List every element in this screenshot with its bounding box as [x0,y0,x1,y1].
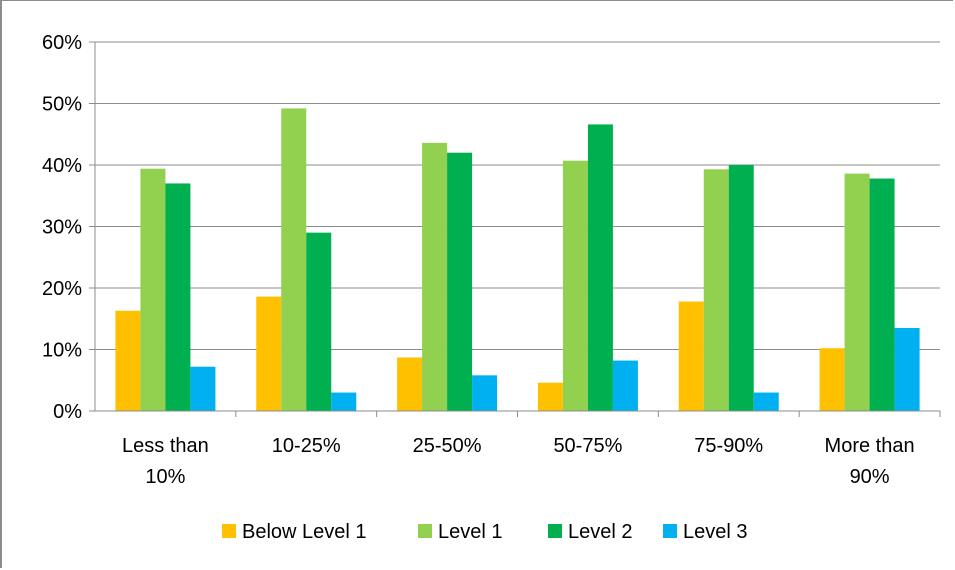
bar [447,152,473,411]
x-tick-label: Less than 10% [122,435,209,488]
bar [728,165,754,411]
bar [190,366,216,411]
bar [703,169,729,411]
bar [562,160,588,411]
bar [894,327,920,411]
bar [306,232,332,411]
axes [89,41,941,417]
x-tick-label: 10-25% [272,435,341,457]
legend-swatch [222,524,236,538]
bar [844,173,870,411]
legend-label: Level 3 [683,521,748,543]
bar [472,375,498,411]
x-tick-label: 75-90% [694,435,763,457]
bars [115,108,920,412]
bar [819,348,845,411]
bar [678,301,704,411]
gridlines [95,41,940,350]
bar [331,392,357,411]
bar [397,357,423,411]
legend-label: Below Level 1 [242,521,367,543]
bar [422,142,448,412]
bar [281,108,307,412]
legend-label: Level 1 [438,521,503,543]
y-tick-label: 10% [42,340,82,362]
legend-label: Level 2 [568,521,633,543]
x-tick-label: 25-50% [413,435,482,457]
y-tick-label: 50% [42,94,82,116]
x-tick-label: 50-75% [553,435,622,457]
bar [753,392,779,411]
y-tick-label: 0% [53,401,82,423]
legend-swatch [548,524,562,538]
bar [165,183,191,411]
bar [537,382,563,411]
y-tick-label: 40% [42,155,82,177]
bar [140,168,166,411]
y-tick-label: 60% [42,32,82,54]
bar [869,178,895,411]
y-tick-label: 30% [42,217,82,239]
legend: Below Level 1 Level 1 Level 2 Level 3 [222,521,748,543]
legend-swatch [418,524,432,538]
legend-swatch [663,524,677,538]
bar [256,296,282,411]
axis-labels: 0% 10% 20% 30% 40% 50% 60% Less than 10% 10-25% 25… [42,32,915,488]
bar [115,310,141,411]
bar [587,124,613,411]
bar [612,360,638,411]
y-tick-label: 20% [42,278,82,300]
x-tick-label: More than 90% [825,435,915,488]
